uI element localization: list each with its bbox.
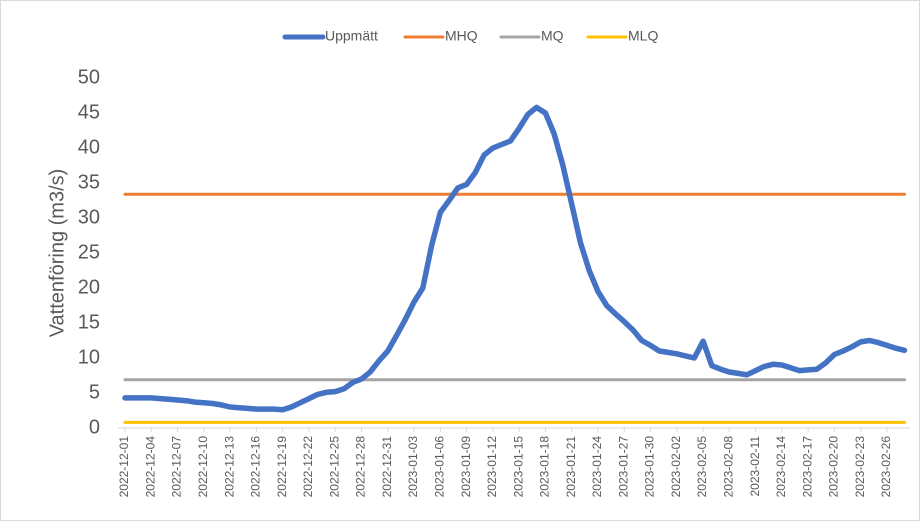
legend-label: Uppmätt (325, 28, 378, 44)
y-tick-label: 30 (78, 206, 100, 228)
x-tick-label: 2023-02-20 (827, 436, 841, 498)
legend-label: MQ (541, 28, 564, 44)
x-tick-label: 2023-02-11 (748, 436, 762, 497)
x-tick-label: 2022-12-25 (327, 436, 341, 498)
x-tick-label: 2023-02-14 (774, 436, 788, 498)
x-tick-label: 2022-12-10 (196, 436, 210, 498)
y-tick-label: 40 (78, 136, 100, 158)
x-tick-label: 2023-02-23 (853, 436, 867, 498)
y-tick-label: 20 (78, 276, 100, 298)
x-tick-label: 2022-12-01 (117, 436, 131, 498)
x-tick-label: 2023-02-17 (800, 436, 814, 498)
x-tick-label: 2023-01-12 (485, 436, 499, 498)
y-tick-label: 50 (78, 66, 100, 88)
x-tick-label: 2023-01-24 (590, 436, 604, 498)
x-tick-label: 2023-02-02 (669, 436, 683, 498)
x-tick-label: 2023-01-27 (616, 436, 630, 498)
legend-label: MLQ (628, 28, 658, 44)
x-tick-label: 2023-01-06 (432, 436, 446, 498)
x-tick-label: 2022-12-28 (354, 436, 368, 498)
x-tick-label: 2022-12-16 (249, 436, 263, 498)
legend-label: MHQ (445, 28, 478, 44)
y-tick-label: 10 (78, 346, 100, 368)
x-tick-label: 2023-01-18 (538, 436, 552, 498)
series-line (122, 104, 908, 413)
x-tick-label: 2023-01-21 (564, 436, 578, 498)
x-tick-label: 2022-12-19 (275, 436, 289, 498)
y-tick-label: 25 (78, 241, 100, 263)
x-tick-label: 2023-01-03 (406, 436, 420, 498)
x-tick-label: 2023-01-09 (459, 436, 473, 498)
y-tick-label: 0 (89, 416, 100, 438)
y-tick-label: 5 (89, 381, 100, 403)
x-tick-label: 2023-02-26 (879, 436, 893, 498)
x-tick-label: 2022-12-31 (380, 436, 394, 498)
x-tick-label: 2023-01-30 (643, 436, 657, 498)
x-tick-label: 2022-12-07 (170, 436, 184, 498)
y-axis-title: Vattenföring (m3/s) (46, 169, 68, 338)
x-tick-label: 2023-02-05 (695, 436, 709, 498)
x-tick-label: 2023-02-08 (722, 436, 736, 498)
y-tick-label: 15 (78, 311, 100, 333)
x-tick-label: 2023-01-15 (511, 436, 525, 498)
x-tick-label: 2022-12-13 (222, 436, 236, 498)
x-tick-label: 2022-12-04 (143, 436, 157, 498)
y-tick-label: 35 (78, 171, 100, 193)
x-tick-label: 2022-12-22 (301, 436, 315, 498)
y-tick-label: 45 (78, 101, 100, 123)
